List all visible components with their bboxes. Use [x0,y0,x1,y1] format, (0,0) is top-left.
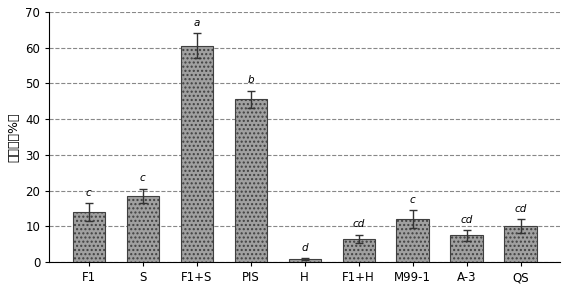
Text: cd: cd [353,219,365,229]
Text: c: c [410,195,416,205]
Bar [342,239,375,262]
Text: cd: cd [460,214,473,225]
Bar [73,212,105,262]
Bar [126,196,159,262]
Text: cd: cd [514,204,527,214]
Text: c: c [140,173,146,183]
Bar [289,259,321,262]
Text: d: d [302,243,308,253]
Bar [235,100,267,262]
Y-axis label: 诱捉率（%）: 诱捉率（%） [7,112,20,162]
Text: b: b [247,75,254,85]
Bar [450,235,483,262]
Bar [180,46,213,262]
Bar [505,226,537,262]
Text: a: a [193,18,200,28]
Text: c: c [86,188,92,198]
Bar [396,219,429,262]
